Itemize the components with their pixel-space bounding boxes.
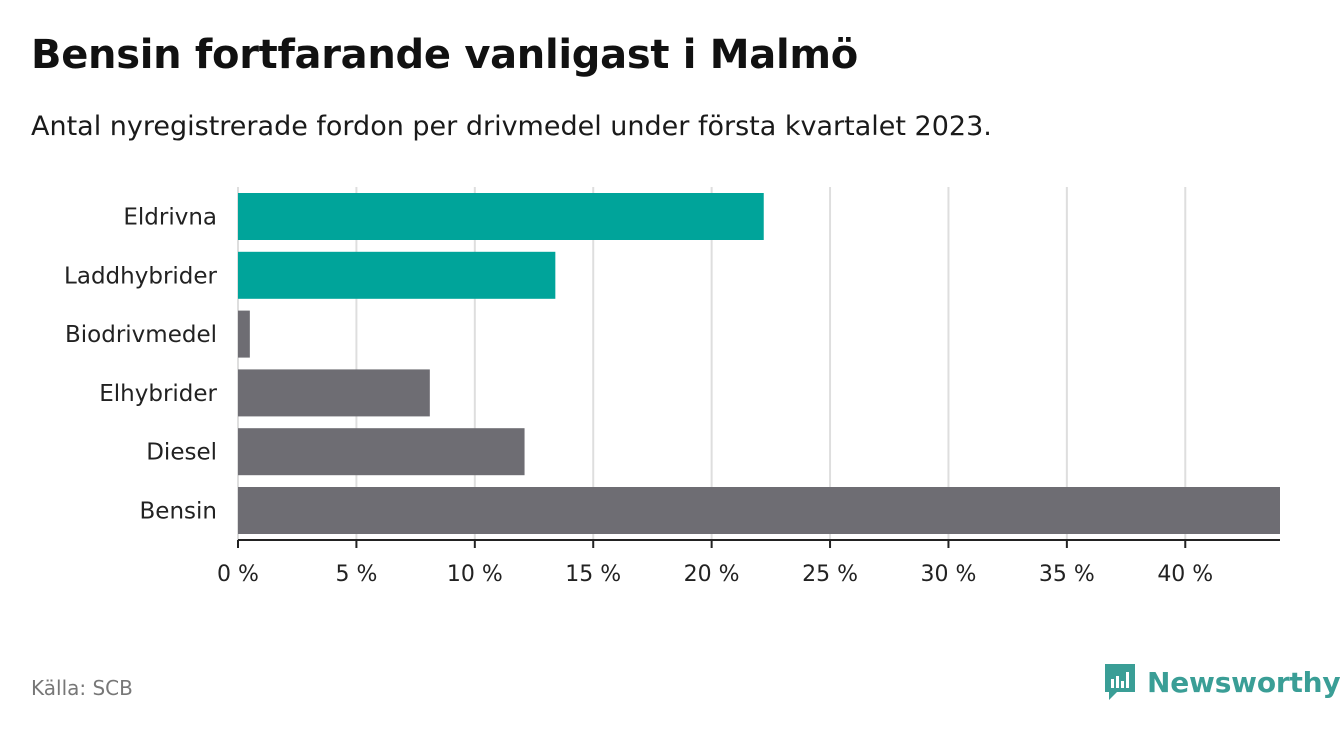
page-subtitle: Antal nyregistrerade fordon per drivmede… [31,111,992,142]
brand-name: Newsworthy [1147,665,1340,699]
x-tick-label: 20 % [684,562,740,587]
brand: Newsworthy [1103,662,1340,702]
bar-bensin [238,487,1280,534]
gridlines [237,187,1187,540]
category-label: Eldrivna [123,205,217,231]
x-tick-label: 0 % [217,562,259,587]
category-label: Biodrivmedel [65,322,217,348]
bar-elhybrider [238,369,430,417]
x-axis: 0 % 5 % 10 % 15 % 20 % 25 % 30 % 35 % 40 % [217,539,1280,587]
x-tick-label: 10 % [447,562,503,587]
page-title: Bensin fortfarande vanligast i Malmö [31,32,858,78]
x-tick-label: 15 % [565,562,621,587]
category-label: Bensin [140,499,217,525]
category-labels: Eldrivna Laddhybrider Biodrivmedel Elhybrid… [64,205,217,525]
category-label: Elhybrider [99,381,217,407]
x-tick-label: 25 % [802,562,858,587]
x-tick-label: 40 % [1157,562,1213,587]
bar-diesel [238,428,525,476]
newsworthy-logo-icon [1105,664,1135,700]
x-tick-label: 30 % [921,562,977,587]
x-tick-label: 5 % [335,562,377,587]
bars [238,193,1280,534]
bar-biodrivmedel [238,310,250,358]
category-label: Laddhybrider [64,263,217,289]
x-tick-label: 35 % [1039,562,1095,587]
bar-laddhybrider [238,251,556,299]
bar-eldrivna [238,193,764,240]
source-note: Källa: SCB [31,676,133,700]
category-label: Diesel [146,440,217,466]
